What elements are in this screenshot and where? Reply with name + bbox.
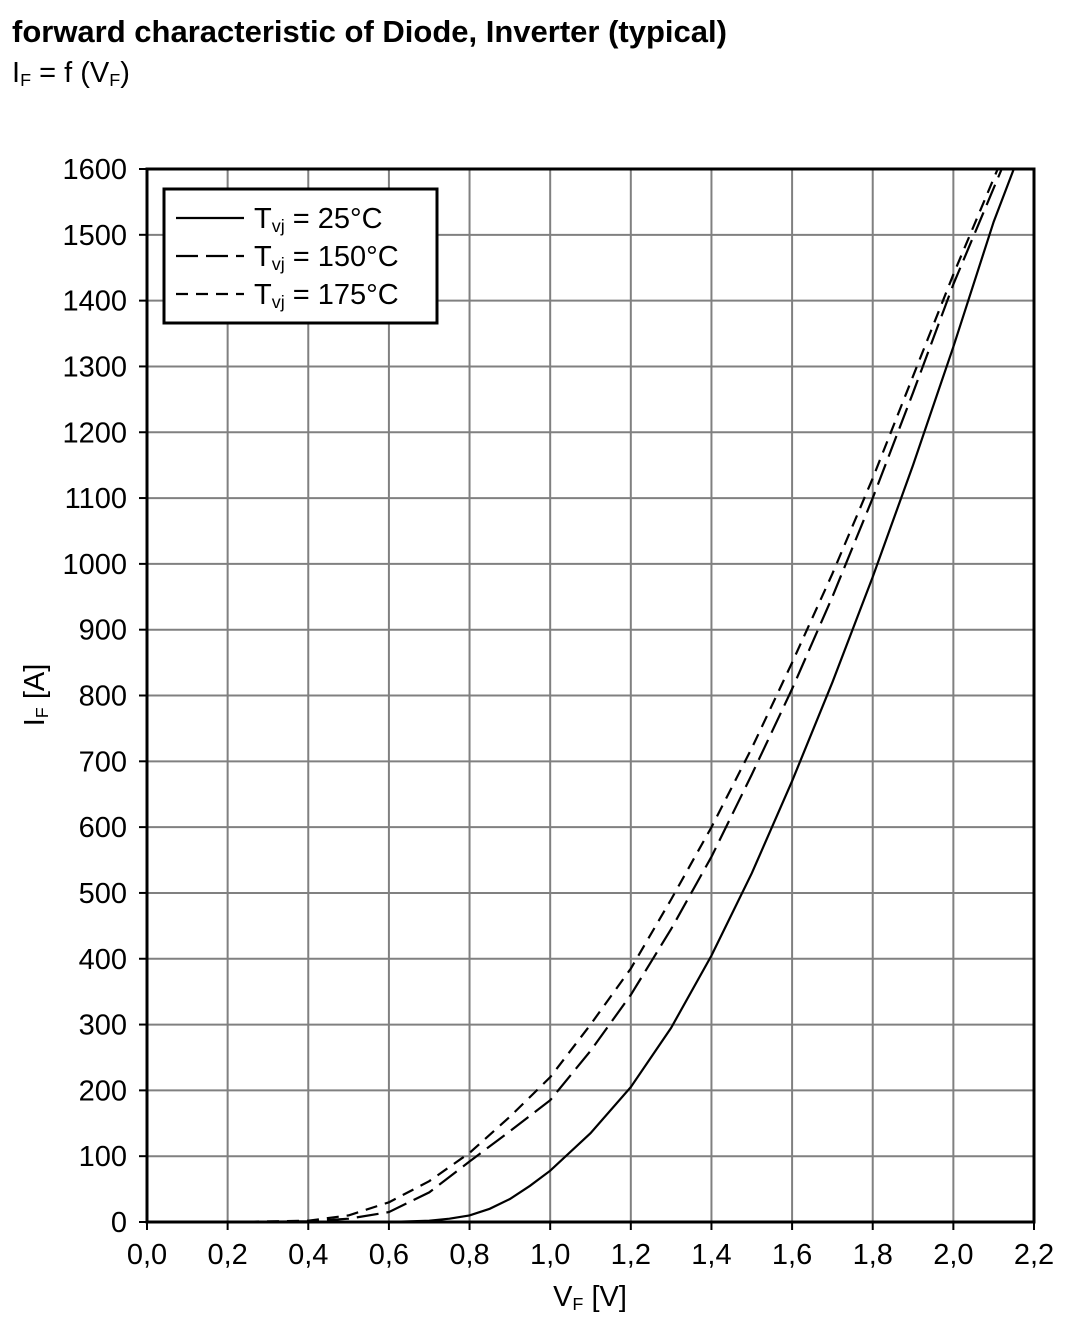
y-tick-label: 800 [79,681,127,713]
legend-label: Tvj = 175°C [254,279,399,312]
x-tick-label: 1,0 [530,1239,570,1271]
y-tick-label: 1300 [62,351,127,383]
x-tick-label: 0,8 [449,1239,489,1271]
y-tick-label: 0 [111,1207,127,1239]
x-tick-label: 1,2 [611,1239,651,1271]
y-tick-label: 500 [79,878,127,910]
y-tick-label: 1000 [62,549,127,581]
y-tick-label: 200 [79,1075,127,1107]
y-axis-label: IF [A] [19,664,52,727]
x-tick-label: 2,2 [1014,1239,1054,1271]
x-tick-label: 1,4 [691,1239,731,1271]
y-tick-label: 1500 [62,220,127,252]
x-axis-label: VF [V] [553,1281,627,1314]
x-tick-label: 1,6 [772,1239,812,1271]
y-tick-label: 700 [79,746,127,778]
y-tick-label: 1200 [62,417,127,449]
y-tick-label: 300 [79,1010,127,1042]
x-tick-label: 0,2 [207,1239,247,1271]
x-tick-label: 0,6 [369,1239,409,1271]
series-line [147,168,999,1224]
y-tick-label: 100 [79,1141,127,1173]
y-tick-label: 1100 [65,483,127,515]
ticks: 0 100 200 300 400 500 600 700 800 900 1000 1100 1200… [62,154,1054,1271]
legend-label: Tvj = 25°C [254,203,383,236]
y-tick-label: 400 [79,944,127,976]
x-tick-label: 0,0 [127,1239,167,1271]
chart-subtitle: IF = f (VF) [12,57,130,90]
x-tick-label: 0,4 [288,1239,328,1271]
y-tick-label: 1400 [62,286,127,318]
y-tick-label: 1600 [62,154,127,186]
x-tick-label: 1,8 [853,1239,893,1271]
chart-title: forward characteristic of Diode, Inverte… [12,14,727,49]
y-tick-label: 600 [79,812,127,844]
legend-label: Tvj = 150°C [254,241,399,274]
x-tick-label: 2,0 [933,1239,973,1271]
y-tick-label: 900 [79,615,127,647]
legend: Tvj = 25°C Tvj = 150°C Tvj = 175°C [162,187,439,325]
